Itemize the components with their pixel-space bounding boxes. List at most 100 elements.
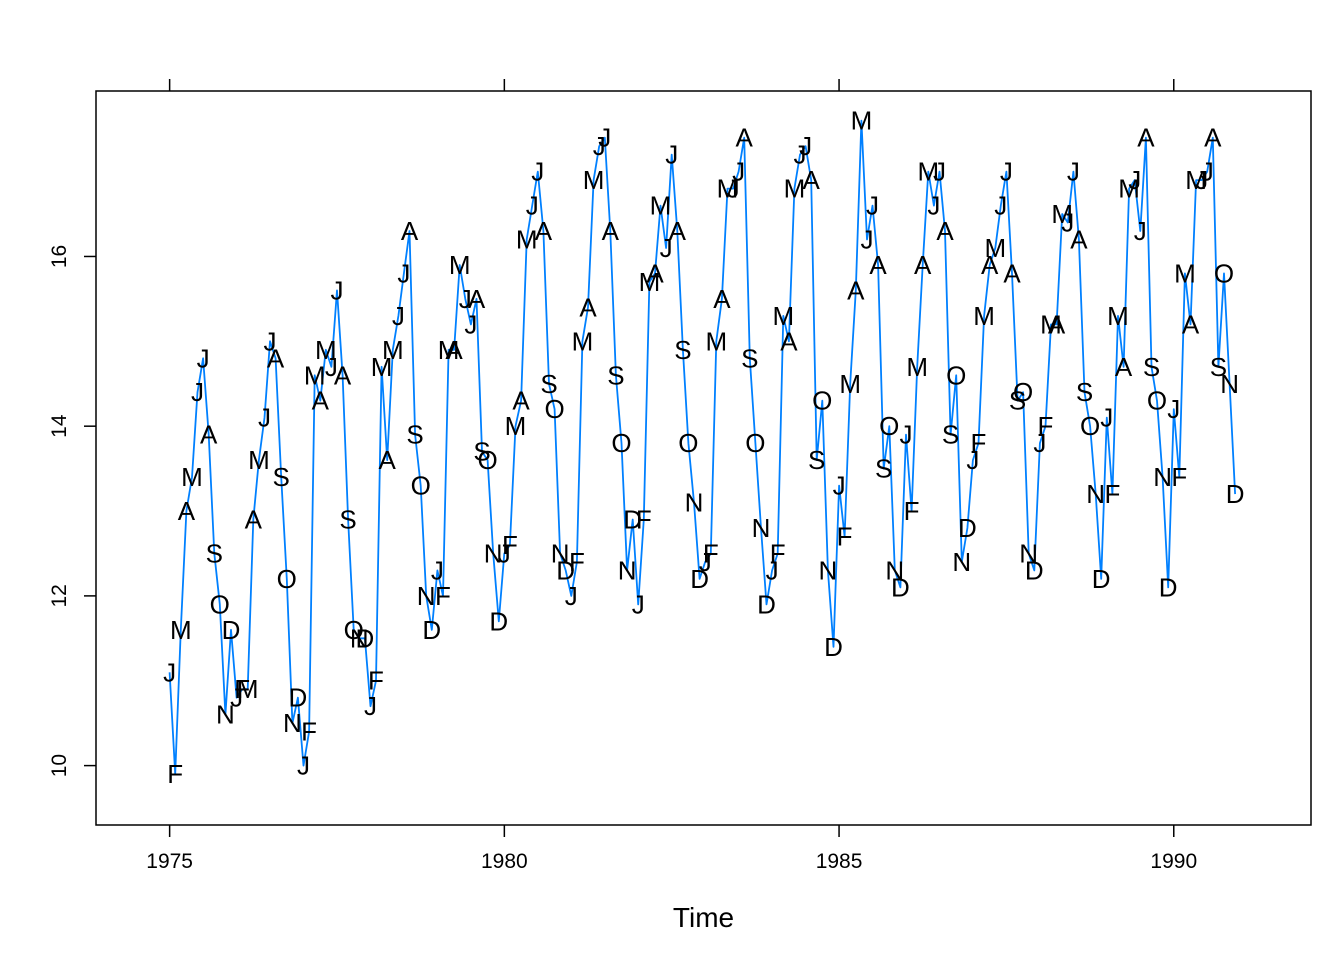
y-axis-left: 10 12 14 16: [48, 245, 96, 777]
data-point-label: F: [904, 496, 920, 526]
data-point-label: J: [927, 191, 940, 221]
x-tick-label: 1975: [146, 850, 193, 873]
data-point-label: A: [200, 420, 218, 450]
data-point-label: F: [971, 428, 987, 458]
data-point-label: A: [445, 335, 463, 365]
data-point-label: A: [1070, 225, 1088, 255]
data-point-label: J: [900, 420, 913, 450]
data-point-label: O: [344, 615, 364, 645]
x-axis-label: Time: [673, 902, 734, 933]
data-point-label: A: [401, 216, 419, 246]
data-point-label: S: [741, 343, 758, 373]
data-point-label: J: [593, 131, 606, 161]
data-point-label: M: [717, 174, 739, 204]
data-point-label: J: [531, 157, 544, 187]
data-point-label: M: [1040, 309, 1062, 339]
data-point-label: N: [952, 547, 971, 577]
data-point-label: N: [885, 555, 904, 585]
data-point-label: F: [770, 539, 786, 569]
data-point-label: N: [1153, 462, 1172, 492]
data-point-label: J: [565, 581, 578, 611]
data-point-label: M: [248, 445, 270, 475]
data-point-label: D: [489, 606, 508, 636]
data-point-label: S: [942, 420, 959, 450]
data-point-label: J: [766, 555, 779, 585]
data-point-label: J: [665, 140, 678, 170]
data-point-label: J: [397, 258, 410, 288]
data-point-label: J: [1000, 157, 1013, 187]
data-point-label: S: [273, 462, 290, 492]
x-axis-bottom: 1975 1980 1985 1990: [146, 825, 1197, 873]
x-tick-label: 1990: [1150, 850, 1197, 873]
data-point-label: A: [512, 386, 530, 416]
data-point-label: A: [869, 250, 887, 280]
data-point-label: J: [632, 589, 645, 619]
data-point-label: J: [994, 191, 1007, 221]
data-point-label: J: [799, 131, 812, 161]
data-point-label: A: [602, 216, 620, 246]
data-point-label: F: [167, 759, 183, 789]
data-point-label: A: [312, 386, 330, 416]
data-point-label: S: [473, 437, 490, 467]
data-point-label: N: [618, 555, 637, 585]
y-tick-label: 16: [48, 245, 71, 268]
data-point-label: D: [824, 632, 843, 662]
data-point-label: A: [379, 445, 397, 475]
x-tick-label: 1985: [816, 850, 863, 873]
data-point-label: J: [1134, 216, 1147, 246]
data-point-label: A: [1003, 258, 1021, 288]
data-point-label: F: [502, 530, 518, 560]
data-point-label: M: [382, 335, 404, 365]
data-point-label: O: [411, 471, 431, 501]
data-point-label: J: [331, 275, 344, 305]
data-point-label: S: [875, 454, 892, 484]
data-point-label: O: [1080, 411, 1100, 441]
data-point-label: A: [669, 216, 687, 246]
series-group: JFMAMJJASONDJFMAMJJASONDJFMAMJJASONDJFMA…: [163, 106, 1244, 789]
data-point-label: F: [1171, 462, 1187, 492]
data-point-label: F: [636, 505, 652, 535]
data-point-label: M: [315, 335, 337, 365]
data-point-label: O: [1214, 258, 1234, 288]
data-point-label: D: [690, 564, 709, 594]
x-axis-top: [168, 79, 1175, 91]
data-point-label: A: [267, 343, 285, 373]
data-point-label: D: [422, 615, 441, 645]
data-point-label: M: [705, 326, 727, 356]
data-point-label: F: [301, 717, 317, 747]
data-point-label: N: [551, 539, 570, 569]
data-point-label: A: [1182, 309, 1200, 339]
data-point-label: M: [505, 411, 527, 441]
plot-frame: [95, 90, 1312, 826]
data-point-label: J: [660, 233, 673, 263]
data-point-label: F: [368, 666, 384, 696]
data-point-label: N: [216, 700, 235, 730]
data-point-label: M: [784, 174, 806, 204]
data-point-label: J: [297, 751, 310, 781]
data-point-label: O: [477, 445, 497, 475]
data-point-label: J: [459, 284, 472, 314]
data-point-label: M: [583, 165, 605, 195]
data-point-label: M: [639, 267, 661, 297]
data-point-label: O: [277, 564, 297, 594]
data-point-label: J: [866, 191, 879, 221]
data-point-label: J: [1201, 157, 1214, 187]
data-point-label: M: [1107, 301, 1129, 331]
data-point-label: O: [210, 589, 230, 619]
data-point-label: F: [435, 581, 451, 611]
data-point-label: O: [946, 360, 966, 390]
data-point-label: J: [526, 191, 539, 221]
y-tick-label: 14: [48, 414, 71, 438]
data-point-label: F: [234, 674, 250, 704]
data-point-label: A: [803, 165, 821, 195]
data-point-label: D: [289, 683, 308, 713]
data-point-label: D: [556, 555, 575, 585]
data-point-label: M: [438, 335, 460, 365]
data-point-label: J: [230, 683, 243, 713]
data-point-label: A: [1048, 309, 1066, 339]
data-point-label: D: [356, 623, 375, 653]
data-point-label: A: [1204, 123, 1222, 153]
data-point-label: A: [1115, 352, 1133, 382]
data-point-label: N: [752, 513, 771, 543]
data-point-label: J: [264, 326, 277, 356]
